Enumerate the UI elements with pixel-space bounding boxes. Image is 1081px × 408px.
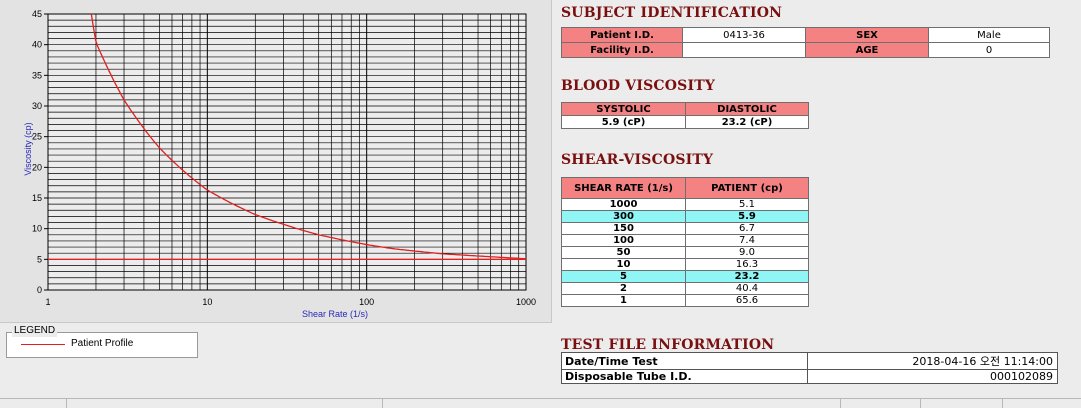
patient-id-label: Patient I.D. <box>561 27 683 43</box>
y-tick-label: 25 <box>32 132 42 142</box>
systolic-value: 5.9 (cP) <box>561 115 686 129</box>
x-tick-label: 100 <box>359 297 374 307</box>
age-value: 0 <box>928 42 1050 58</box>
test-file-table: Date/Time Test 2018-04-16 오전 11:14:00 Di… <box>561 352 1058 384</box>
viscosity-chart: 0 5 10 15 20 25 30 35 40 45 1 10 100 1000 Shear Rate (… <box>23 9 536 319</box>
x-tick-label: 1 <box>45 297 50 307</box>
patient-cp-cell: 7.4 <box>685 234 809 247</box>
blood-viscosity-table: SYSTOLIC DIASTOLIC 5.9 (cP) 23.2 (cP) <box>561 102 809 129</box>
blood-viscosity-title: BLOOD VISCOSITY <box>561 78 716 94</box>
diastolic-label: DIASTOLIC <box>685 102 809 116</box>
x-axis-title: Shear Rate (1/s) <box>302 309 368 319</box>
patient-cp-cell: 16.3 <box>685 258 809 271</box>
shear-row: 2 40.4 <box>561 282 809 295</box>
y-tick-label: 30 <box>32 101 42 111</box>
chart-panel: 0 5 10 15 20 25 30 35 40 45 1 10 100 1000 Shear Rate (… <box>0 0 552 323</box>
shear-rate-header: SHEAR RATE (1/s) <box>561 177 686 199</box>
y-tick-label: 45 <box>32 9 42 19</box>
shear-viscosity-title: SHEAR-VISCOSITY <box>561 152 714 168</box>
shear-rate-cell: 10 <box>561 258 686 271</box>
legend-title: LEGEND <box>12 325 58 337</box>
tube-id-label: Disposable Tube I.D. <box>561 369 808 384</box>
legend-label-patient-profile: Patient Profile <box>71 338 134 349</box>
datetime-label: Date/Time Test <box>561 352 808 370</box>
shear-rate-cell: 50 <box>561 246 686 259</box>
y-tick-label: 10 <box>32 224 42 234</box>
status-cell-1 <box>0 399 67 408</box>
shear-rate-cell: 2 <box>561 282 686 295</box>
x-tick-label: 10 <box>202 297 212 307</box>
patient-cp-cell: 9.0 <box>685 246 809 259</box>
patient-cp-header: PATIENT (cp) <box>685 177 809 199</box>
status-cell-3 <box>382 399 841 408</box>
patient-cp-cell: 5.9 <box>685 210 809 223</box>
status-cell-2 <box>66 399 383 408</box>
shear-rate-cell: 5 <box>561 270 686 283</box>
sex-value: Male <box>928 27 1050 43</box>
shear-rate-cell: 1 <box>561 294 686 307</box>
shear-row: 1 65.6 <box>561 294 809 307</box>
patient-cp-cell: 6.7 <box>685 222 809 235</box>
shear-row: 1000 5.1 <box>561 198 809 211</box>
legend-swatch-patient-profile <box>21 344 65 345</box>
shear-rate-cell: 100 <box>561 234 686 247</box>
status-cell-5 <box>920 399 1003 408</box>
facility-id-label: Facility I.D. <box>561 42 683 58</box>
systolic-label: SYSTOLIC <box>561 102 686 116</box>
subject-identification-title: SUBJECT IDENTIFICATION <box>561 5 783 21</box>
shear-row: 150 6.7 <box>561 222 809 235</box>
y-tick-label: 5 <box>37 254 42 264</box>
shear-viscosity-table: SHEAR RATE (1/s) PATIENT (cp) 1000 5.1 300… <box>561 177 809 307</box>
y-tick-label: 35 <box>32 70 42 80</box>
patient-cp-cell: 5.1 <box>685 198 809 211</box>
x-tick-label: 1000 <box>516 297 536 307</box>
series-line-patient-profile <box>90 13 527 260</box>
tube-id-value: 000102089 <box>807 369 1058 384</box>
shear-row: 10 16.3 <box>561 258 809 271</box>
y-axis-title: Viscosity (cp) <box>23 122 33 175</box>
shear-row: 100 7.4 <box>561 234 809 247</box>
shear-row: 50 9.0 <box>561 246 809 259</box>
age-label: AGE <box>805 42 929 58</box>
patient-id-value: 0413-36 <box>682 27 806 43</box>
status-cell-4 <box>840 399 921 408</box>
diastolic-value: 23.2 (cP) <box>685 115 809 129</box>
plot-area <box>47 13 527 291</box>
patient-cp-cell: 23.2 <box>685 270 809 283</box>
datetime-value: 2018-04-16 오전 11:14:00 <box>807 352 1058 370</box>
status-bar <box>0 398 1081 408</box>
sex-label: SEX <box>805 27 929 43</box>
patient-cp-cell: 40.4 <box>685 282 809 295</box>
shear-rate-cell: 150 <box>561 222 686 235</box>
patient-cp-cell: 65.6 <box>685 294 809 307</box>
y-tick-label: 40 <box>32 40 42 50</box>
y-tick-label: 20 <box>32 162 42 172</box>
y-tick-label: 0 <box>37 285 42 295</box>
shear-rate-cell: 1000 <box>561 198 686 211</box>
facility-id-value <box>682 42 806 58</box>
shear-row: 300 5.9 <box>561 210 809 223</box>
shear-rate-cell: 300 <box>561 210 686 223</box>
shear-row: 5 23.2 <box>561 270 809 283</box>
y-tick-label: 15 <box>32 193 42 203</box>
test-file-information-title: TEST FILE INFORMATION <box>561 337 775 353</box>
subject-table: Patient I.D. 0413-36 SEX Male Facility I… <box>561 27 1050 58</box>
